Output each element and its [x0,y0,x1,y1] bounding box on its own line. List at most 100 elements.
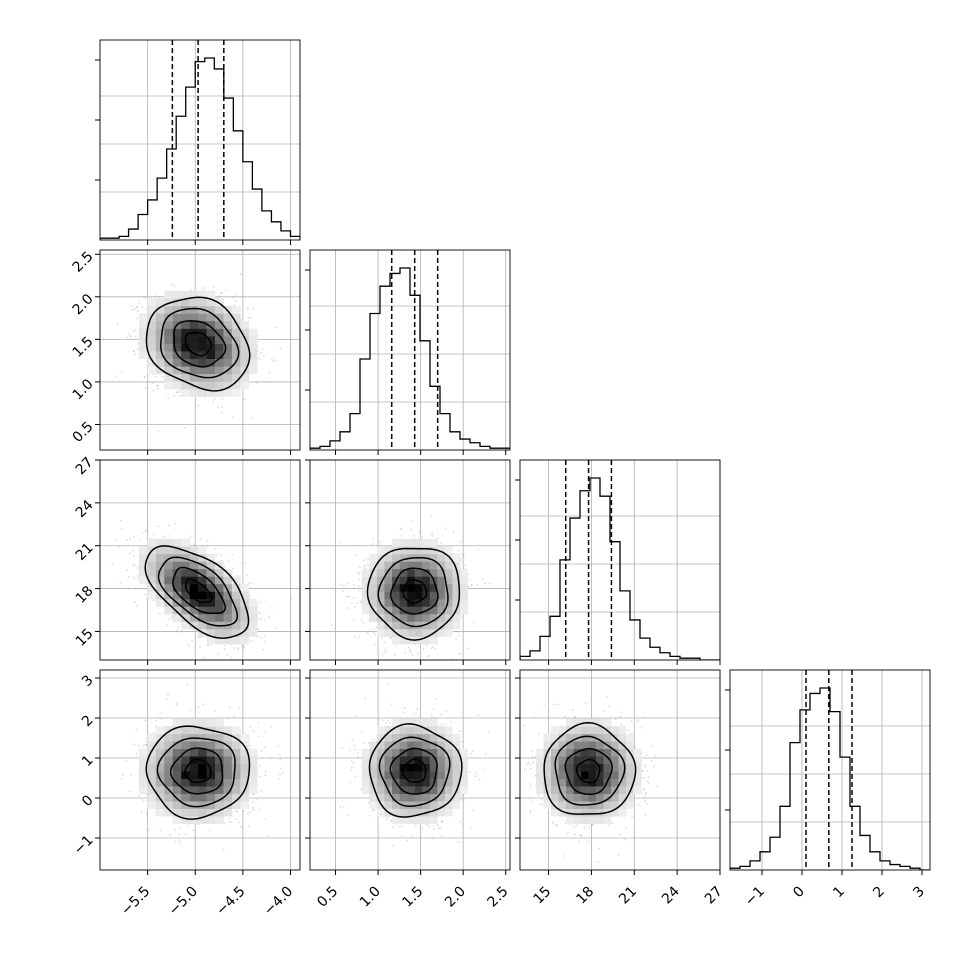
density-cell [189,388,199,397]
contours [366,547,461,641]
density-cell [429,568,438,577]
density-cell [172,726,182,735]
density-cell [155,801,165,809]
density-cell [588,786,597,794]
density-cell [189,763,199,772]
density-cell [214,801,224,809]
density-cell [407,808,415,817]
sample-point [356,751,359,754]
sample-point [268,616,271,619]
density-cell [551,726,559,735]
density-cell [206,636,216,645]
density-cell [181,538,190,547]
y-ticks: 0.51.01.52.02.5 [70,249,100,446]
density-cell [189,816,199,824]
x-tick-label: −5.5 [118,884,153,919]
x-ticks [335,450,507,455]
density-cell [566,733,574,742]
density-cell [361,606,370,615]
sample-point [235,810,237,812]
density-cell [189,621,199,630]
density-cell [566,808,574,817]
contour-level-0 [184,332,213,357]
density-cell [551,786,559,794]
density-cell [422,801,431,809]
sample-point [445,710,447,713]
sample-point [469,827,472,830]
sample-point [477,714,480,717]
sample-point [223,566,226,568]
density-cell [214,320,224,329]
scatter-panel-0: 0.51.01.52.02.5 [70,249,301,455]
density-cell [422,771,431,779]
sample-point [275,627,277,630]
density-cell [164,778,174,787]
density-cell [603,756,612,765]
density-cell [603,786,612,794]
sample-point [128,552,131,555]
sample-point [133,308,136,311]
density-cell [231,636,241,645]
density-cell [198,576,207,585]
sample-point [249,725,252,728]
histogram-frame [309,249,511,451]
density-cell [392,606,400,615]
sample-point [449,720,452,723]
sample-point [411,835,414,838]
sample-point [144,386,147,389]
density-cell [437,613,446,622]
sample-point [398,671,400,673]
sample-point [146,521,149,524]
sample-point [529,782,532,785]
sample-point [384,651,387,654]
density-cell [164,568,174,577]
density-cell [558,793,567,802]
density-cell [536,771,544,779]
scatter-frame [519,669,721,871]
sample-point [367,742,370,745]
sample-point [412,535,415,537]
sample-point [431,646,434,648]
sample-point [135,306,138,308]
density-cell [248,613,258,622]
sample-point [574,715,576,718]
sample-point [145,597,148,600]
density-cell [206,756,216,765]
density-cell [189,313,199,322]
sample-point [620,711,623,714]
density-cell [361,778,370,787]
sample-point [432,828,435,830]
sample-point [371,543,374,546]
sample-point [244,731,246,734]
density-cell [223,771,233,779]
density-cell [429,816,438,824]
sample-point [381,653,384,656]
density-grid [138,290,258,397]
sample-point [250,639,252,642]
sample-point [527,761,530,763]
sample-point [638,804,641,807]
sample-point [247,317,250,319]
sample-point [252,307,255,310]
density-cell [422,598,431,607]
density-cell [231,793,241,802]
density-cell [452,778,461,787]
sample-point [137,575,140,577]
density-cell [164,808,174,817]
density-cell [633,771,642,779]
density-cell [422,613,431,622]
sample-point [138,302,141,305]
sample-point [523,768,526,771]
x-tick-label: 21 [616,884,640,908]
density-cell [444,613,453,622]
density-cell [164,598,174,607]
sample-point [167,693,169,696]
sample-point [457,652,460,655]
sample-point [578,834,581,836]
sample-point [426,824,428,826]
sample-point [608,705,611,708]
density-cell [206,583,216,592]
histogram-plot-area [520,460,720,660]
sample-point [152,389,155,392]
density-cell [198,366,207,375]
